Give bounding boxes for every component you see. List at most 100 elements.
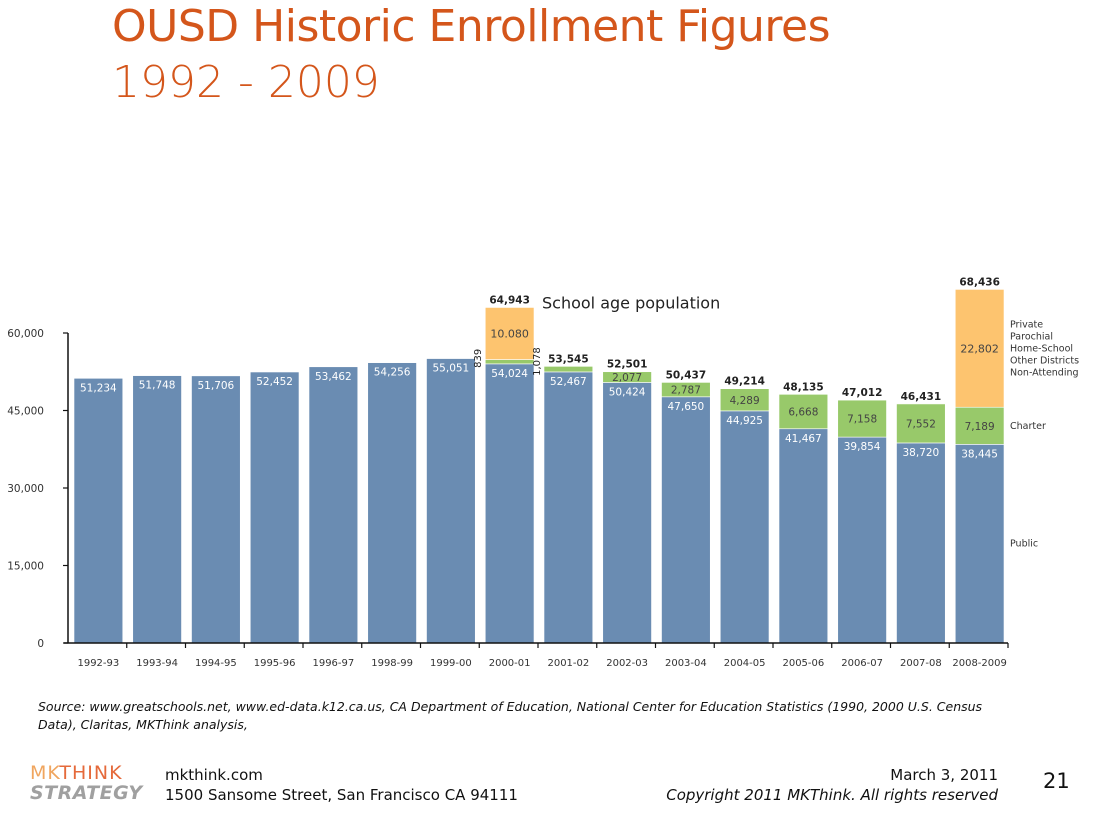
x-tick-label: 2008-2009 (952, 658, 1007, 669)
public-value-label: 38,445 (961, 448, 998, 460)
footer-date-block: March 3, 2011 Copyright 2011 MKThink. Al… (666, 765, 998, 805)
bar-segment-charter (543, 366, 594, 373)
source-note: Source: www.greatschools.net, www.ed-dat… (38, 698, 1028, 734)
bar-segment-public (719, 410, 770, 644)
public-value-label: 47,650 (668, 401, 705, 413)
source-line-1: Source: www.greatschools.net, www.ed-dat… (38, 699, 983, 714)
logo-mk: MK (30, 762, 60, 784)
charter-value-label: 1,078 (532, 347, 543, 376)
bar-segment-public (484, 363, 535, 644)
x-tick-label: 1992-93 (77, 658, 119, 669)
charter-value-label: 4,289 (730, 395, 760, 407)
total-value-label: 50,437 (666, 369, 707, 381)
charter-value-label: 2,787 (671, 385, 701, 397)
public-value-label: 51,234 (80, 382, 117, 394)
charter-value-label: 7,552 (906, 418, 936, 430)
x-tick-label: 1999-00 (430, 658, 472, 669)
x-tick-label: 2007-08 (900, 658, 942, 669)
enrollment-chart: 1992-93 1993-94 1994-95 1995-96 1996-97 1998-… (7, 276, 1079, 669)
x-tick-label: 2002-03 (606, 658, 648, 669)
logo-think: THINK (59, 762, 123, 784)
bar-segment-charter (778, 394, 829, 430)
bar-segment-charter (484, 359, 535, 365)
total-value-label: 48,135 (783, 381, 824, 393)
footer-address-block: mkthink.com 1500 Sansome Street, San Fra… (165, 765, 518, 805)
bar-segment-public (132, 375, 182, 644)
bar-segment-charter (661, 382, 711, 398)
legend-label-other: Non-Attending (1010, 367, 1079, 378)
bar-segment-charter (954, 406, 1005, 445)
legend-label-other: Parochial (1010, 331, 1053, 342)
x-tick-label: 2001-02 (547, 658, 589, 669)
footer-copyright: Copyright 2011 MKThink. All rights reser… (666, 786, 998, 804)
footer-website: mkthink.com (165, 766, 263, 784)
legend-label-public: Public (1010, 539, 1038, 550)
total-value-label: 53,545 (548, 353, 589, 365)
bar-segment-public (308, 366, 359, 644)
x-tick-label: 2006-07 (841, 658, 883, 669)
bar-segment-public (191, 375, 241, 644)
public-value-label: 50,424 (609, 386, 646, 398)
x-tick-label: 1996-97 (312, 658, 354, 669)
charter-value-label: 839 (473, 349, 484, 368)
bar-segment-public (661, 396, 711, 644)
other-value-label: 22,802 (960, 342, 999, 355)
y-tick-label: 30,000 (7, 483, 44, 495)
footer-address: 1500 Sansome Street, San Francisco CA 94… (165, 786, 518, 804)
x-tick-label: 2005-06 (782, 658, 824, 669)
total-value-label: 52,501 (607, 359, 648, 371)
y-tick-label: 45,000 (7, 406, 44, 418)
total-value-label: 46,431 (901, 391, 942, 403)
bar-segment-public (778, 428, 829, 644)
axes-layer: 1992-93 1993-94 1994-95 1995-96 1996-97 1998-… (7, 328, 1009, 669)
x-tick-label: 2004-05 (724, 658, 766, 669)
bar-segment-public (543, 371, 594, 644)
total-value-label: 64,943 (489, 294, 530, 306)
legend-label-other: Home-School (1010, 343, 1073, 354)
x-tick-label: 1993-94 (136, 658, 178, 669)
x-tick-label: 1998-99 (371, 658, 413, 669)
bar-segment-charter (719, 388, 770, 412)
public-value-label: 52,467 (550, 376, 587, 388)
x-tick-label: 1994-95 (195, 658, 237, 669)
bar-segment-other (484, 307, 535, 360)
public-value-label: 51,748 (139, 380, 176, 392)
bar-segment-public (954, 444, 1005, 644)
school-age-population-annotation: School age population (542, 293, 720, 312)
public-value-label: 54,256 (374, 367, 411, 379)
legend-label-other: Other Districts (1010, 355, 1079, 366)
bar-segment-public (426, 358, 476, 644)
labels-layer: 51,234 51,748 51,706 52,452 53,462 54,256 55,0… (80, 276, 1000, 460)
public-value-label: 41,467 (785, 433, 822, 445)
footer-date: March 3, 2011 (890, 766, 998, 784)
total-value-label: 68,436 (959, 276, 1000, 288)
x-tick-label: 2003-04 (665, 658, 707, 669)
legend-label-other: Private (1010, 319, 1043, 330)
bar-segment-public (896, 442, 946, 644)
page-number: 21 (1043, 769, 1070, 793)
bar-segment-charter (602, 371, 652, 383)
public-value-label: 53,462 (315, 371, 352, 383)
y-tick-label: 15,000 (7, 561, 44, 573)
charter-value-label: 7,189 (965, 421, 995, 433)
bars-layer (73, 289, 1005, 644)
mkthink-logo: MKTHINK STRATEGY (30, 763, 150, 803)
charter-value-label: 7,158 (847, 414, 877, 426)
logo-strategy: STRATEGY (30, 782, 143, 804)
legend-label-charter: Charter (1010, 421, 1046, 432)
bar-segment-public (249, 371, 300, 644)
bar-segment-public (837, 436, 887, 644)
charter-value-label: 6,668 (788, 407, 818, 419)
bar-segment-charter (837, 399, 887, 438)
bar-segment-other (954, 289, 1005, 408)
bar-segment-public (602, 382, 652, 644)
public-value-label: 54,024 (491, 368, 528, 380)
slide-title: OUSD Historic Enrollment Figures (112, 1, 831, 52)
other-value-label: 10.080 (490, 328, 529, 341)
public-value-label: 44,925 (726, 415, 763, 427)
public-value-label: 39,854 (844, 441, 881, 453)
x-tick-label: 1995-96 (254, 658, 296, 669)
y-tick-label: 60,000 (7, 328, 44, 340)
charter-value-label: 2,077 (612, 372, 642, 384)
